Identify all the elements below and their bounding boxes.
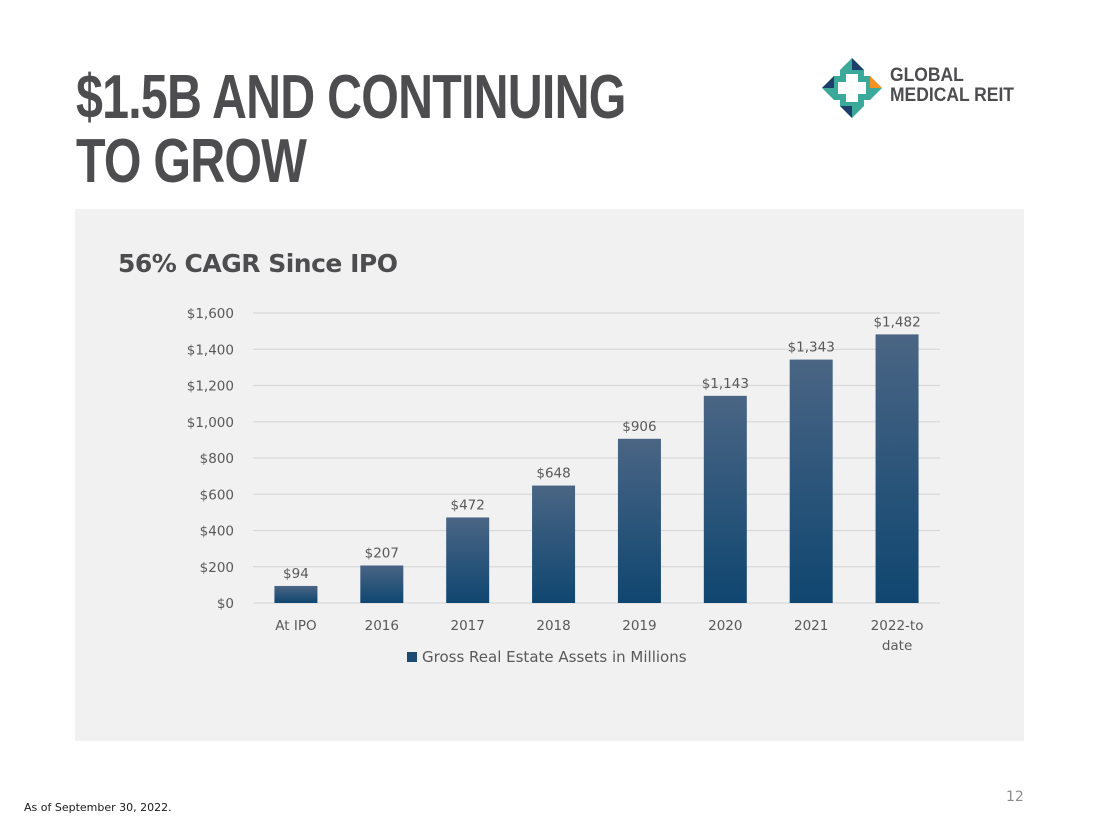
data-labels: $94 $207 $472 $648 $906 $1,143 $1,343 $1,482 <box>283 314 921 582</box>
bar <box>703 395 747 603</box>
bars <box>274 334 919 603</box>
logo-text-line-1: GLOBAL <box>890 65 964 86</box>
x-tick-label: 2016 <box>365 618 399 634</box>
data-label: $1,343 <box>788 340 835 356</box>
data-label: $207 <box>365 545 399 561</box>
data-label: $94 <box>283 566 309 582</box>
x-tick-label: At IPO <box>275 618 316 634</box>
footnote: As of September 30, 2022. <box>24 801 172 814</box>
chart-title: 56% CAGR Since IPO <box>118 249 398 278</box>
y-tick-label: $0 <box>217 596 234 612</box>
chart-panel <box>75 209 1024 741</box>
bar <box>875 334 919 603</box>
x-tick-label: 2021 <box>794 618 828 634</box>
y-tick-label: $1,200 <box>187 379 234 395</box>
chart-legend: Gross Real Estate Assets in Millions <box>407 648 687 666</box>
bar <box>274 585 318 603</box>
logo-text-line-2: MEDICAL REIT <box>890 85 1014 106</box>
data-label: $472 <box>451 497 485 513</box>
company-logo: GLOBAL MEDICAL REIT <box>820 56 1030 120</box>
slide-title-line-2: TO GROW <box>76 127 307 196</box>
bar <box>532 485 576 603</box>
x-axis-ticks: At IPO 2016 2017 2018 2019 2020 2021 2022-to dat… <box>275 618 923 654</box>
x-tick-label: 2020 <box>708 618 742 634</box>
y-axis-ticks: $0 $200 $400 $600 $800 $1,000 $1,200 $1,400 $1,6… <box>187 306 234 612</box>
x-tick-label: 2018 <box>536 618 570 634</box>
bar <box>360 565 404 603</box>
x-tick-label: 2017 <box>451 618 485 634</box>
logo-cross-icon <box>822 58 882 118</box>
y-tick-label: $200 <box>200 560 234 576</box>
legend-label: Gross Real Estate Assets in Millions <box>422 648 687 666</box>
bar <box>789 359 833 603</box>
bar <box>617 438 661 603</box>
data-label: $906 <box>622 419 656 435</box>
data-label: $1,143 <box>702 376 749 392</box>
data-label: $1,482 <box>873 314 920 330</box>
slide-title-line-1: $1.5B AND CONTINUING <box>76 63 626 132</box>
bar <box>446 517 490 603</box>
y-tick-label: $1,400 <box>187 342 234 358</box>
x-tick-label: 2022-to date <box>871 618 924 654</box>
logo-wordmark: GLOBAL MEDICAL REIT <box>890 66 1014 106</box>
page-number: 12 <box>1006 789 1024 805</box>
y-tick-label: $1,000 <box>187 415 234 431</box>
data-label: $648 <box>536 466 570 482</box>
slide-title: $1.5B AND CONTINUING TO GROW <box>76 66 626 194</box>
y-tick-label: $400 <box>200 524 234 540</box>
y-tick-label: $600 <box>200 487 234 503</box>
gridlines <box>253 312 940 604</box>
x-tick-label: 2019 <box>622 618 656 634</box>
y-tick-label: $1,600 <box>187 306 234 322</box>
legend-swatch-icon <box>407 652 417 662</box>
y-tick-label: $800 <box>200 451 234 467</box>
